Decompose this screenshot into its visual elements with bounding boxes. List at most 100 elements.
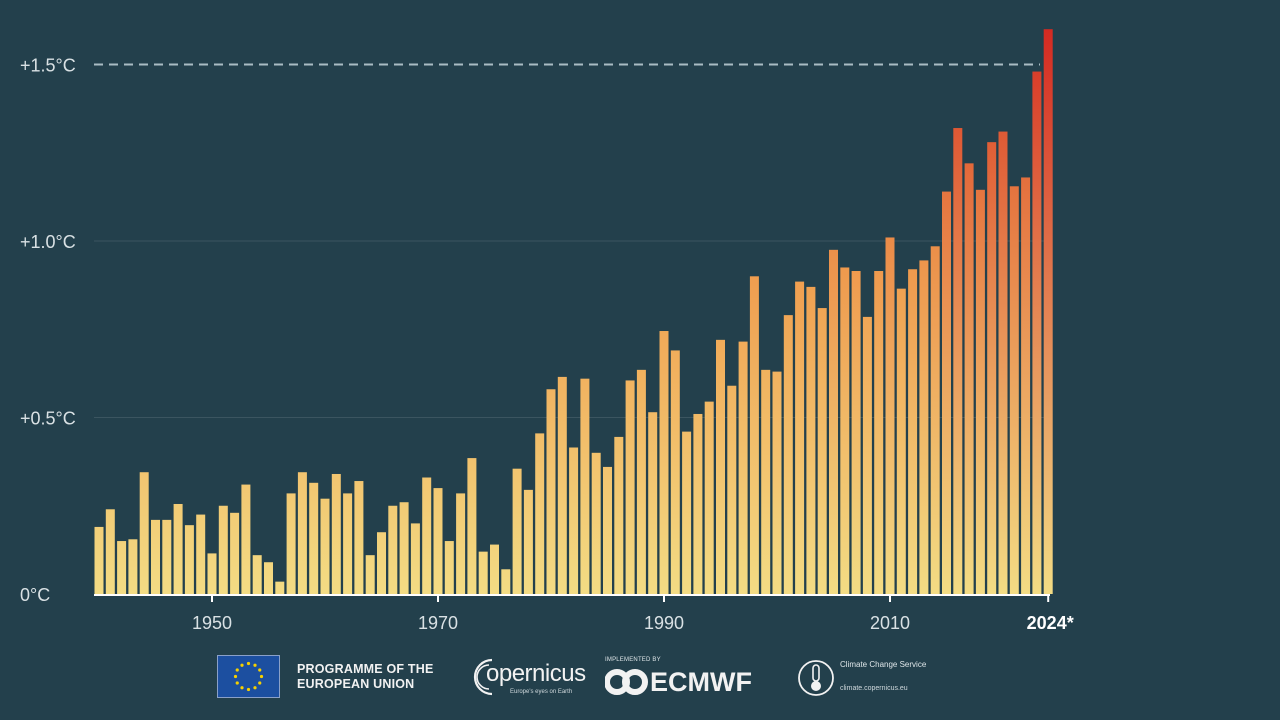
bar-1987 [625, 380, 635, 594]
bar-1966 [388, 505, 398, 594]
bar-1978 [523, 489, 533, 594]
bar-1986 [614, 436, 624, 594]
ecmwf-logo-icon [605, 669, 648, 695]
bar-1980 [546, 389, 556, 594]
c3s-url: climate.copernicus.eu [840, 685, 908, 692]
bar-2006 [840, 267, 850, 594]
bar-1967 [399, 502, 409, 594]
bar-1943 [128, 539, 138, 594]
bar-1995 [716, 339, 725, 594]
copernicus-c-icon [473, 658, 493, 696]
bar-1982 [569, 447, 579, 594]
y-tick-labels: 0°C +0.5°C +1.0°C +1.5°C [20, 56, 76, 606]
copernicus-wordmark: opernicus [486, 660, 586, 687]
bar-1969 [422, 477, 432, 594]
eu-star [233, 674, 238, 679]
bar-2013 [919, 260, 929, 594]
x-tick-label: 2010 [870, 613, 910, 633]
bar-1940 [94, 526, 104, 594]
y-tick-label: +0.5°C [20, 409, 76, 429]
eu-star [253, 686, 257, 690]
bar-2020 [998, 131, 1008, 594]
bar-2010 [885, 237, 895, 594]
bar-1954 [252, 555, 262, 594]
y-tick-label: +1.5°C [20, 56, 76, 76]
eu-star [246, 661, 251, 666]
bar-1953 [241, 484, 251, 594]
bar-2011 [896, 288, 906, 594]
chart: 0°C +0.5°C +1.0°C +1.5°C 1950 1970 1990 2010 20… [20, 29, 1074, 633]
x-tick-label: 1950 [192, 613, 232, 633]
bar-2004 [817, 308, 827, 594]
bar-1973 [467, 458, 477, 594]
bar-1983 [580, 378, 590, 594]
bar-1956 [275, 581, 285, 594]
gridlines [94, 240, 1050, 418]
bar-2000 [772, 371, 782, 594]
eu-star [258, 681, 262, 685]
bar-2017 [964, 163, 974, 594]
bar-1976 [501, 569, 511, 594]
y-tick-label: 0°C [20, 585, 50, 605]
bar-1963 [354, 481, 364, 594]
bar-1951 [218, 505, 228, 594]
bar-1998 [749, 276, 759, 594]
bar-1989 [648, 412, 658, 594]
bar-1972 [456, 493, 466, 594]
bar-1955 [264, 562, 273, 594]
x-tick-label: 1970 [418, 613, 458, 633]
x-tick-label: 2024* [1027, 613, 1074, 633]
bar-1997 [738, 341, 748, 594]
ecmwf-wordmark: ECMWF [650, 667, 752, 697]
eu-star [235, 668, 239, 672]
bar-2009 [874, 271, 884, 594]
eu-star [246, 687, 251, 692]
bar-1948 [184, 525, 194, 594]
bar-2003 [806, 286, 816, 594]
bar-1992 [682, 431, 692, 594]
bar-1994 [704, 401, 714, 594]
x-tick-label: 1990 [644, 613, 684, 633]
eu-star [240, 663, 244, 667]
bar-1988 [636, 369, 646, 594]
bar-1979 [535, 433, 545, 594]
eu-star [235, 681, 239, 685]
bar-1999 [761, 369, 771, 594]
bar-2021 [1009, 186, 1019, 594]
bar-1971 [444, 541, 454, 594]
eu-star [253, 663, 257, 667]
bar-2014 [930, 246, 940, 595]
bar-1949 [196, 514, 206, 594]
eu-programme-label: PROGRAMME OF THE EUROPEAN UNION [297, 662, 434, 691]
eu-star [240, 686, 244, 690]
bar-2007 [851, 271, 861, 594]
eu-star [258, 668, 262, 672]
bar-1996 [727, 385, 737, 594]
bar-1964 [365, 555, 375, 594]
bar-2022 [1021, 177, 1031, 594]
bar-2015 [942, 191, 951, 594]
eu-star [259, 674, 264, 679]
bar-1975 [490, 544, 499, 594]
bar-2019 [987, 142, 997, 594]
bar-1947 [173, 503, 183, 594]
bar-1984 [591, 452, 601, 594]
bar-1970 [433, 488, 443, 594]
bar-2016 [953, 128, 963, 595]
bar-2024 [1043, 29, 1053, 594]
eu-flag-icon [217, 655, 280, 698]
bar-1962 [343, 493, 353, 594]
bar-1968 [410, 523, 420, 594]
bar-1961 [331, 473, 341, 594]
bar-1990 [659, 331, 669, 594]
x-tick-labels: 1950 1970 1990 2010 2024* [192, 595, 1074, 633]
bar-1991 [670, 350, 680, 594]
bar-1959 [309, 482, 319, 594]
bars [94, 29, 1053, 595]
bar-1965 [377, 532, 386, 594]
bar-1993 [693, 413, 703, 594]
bar-1945 [151, 519, 160, 594]
bar-2018 [975, 189, 985, 594]
bar-1974 [478, 551, 488, 594]
y-tick-label: +1.0°C [20, 232, 76, 252]
